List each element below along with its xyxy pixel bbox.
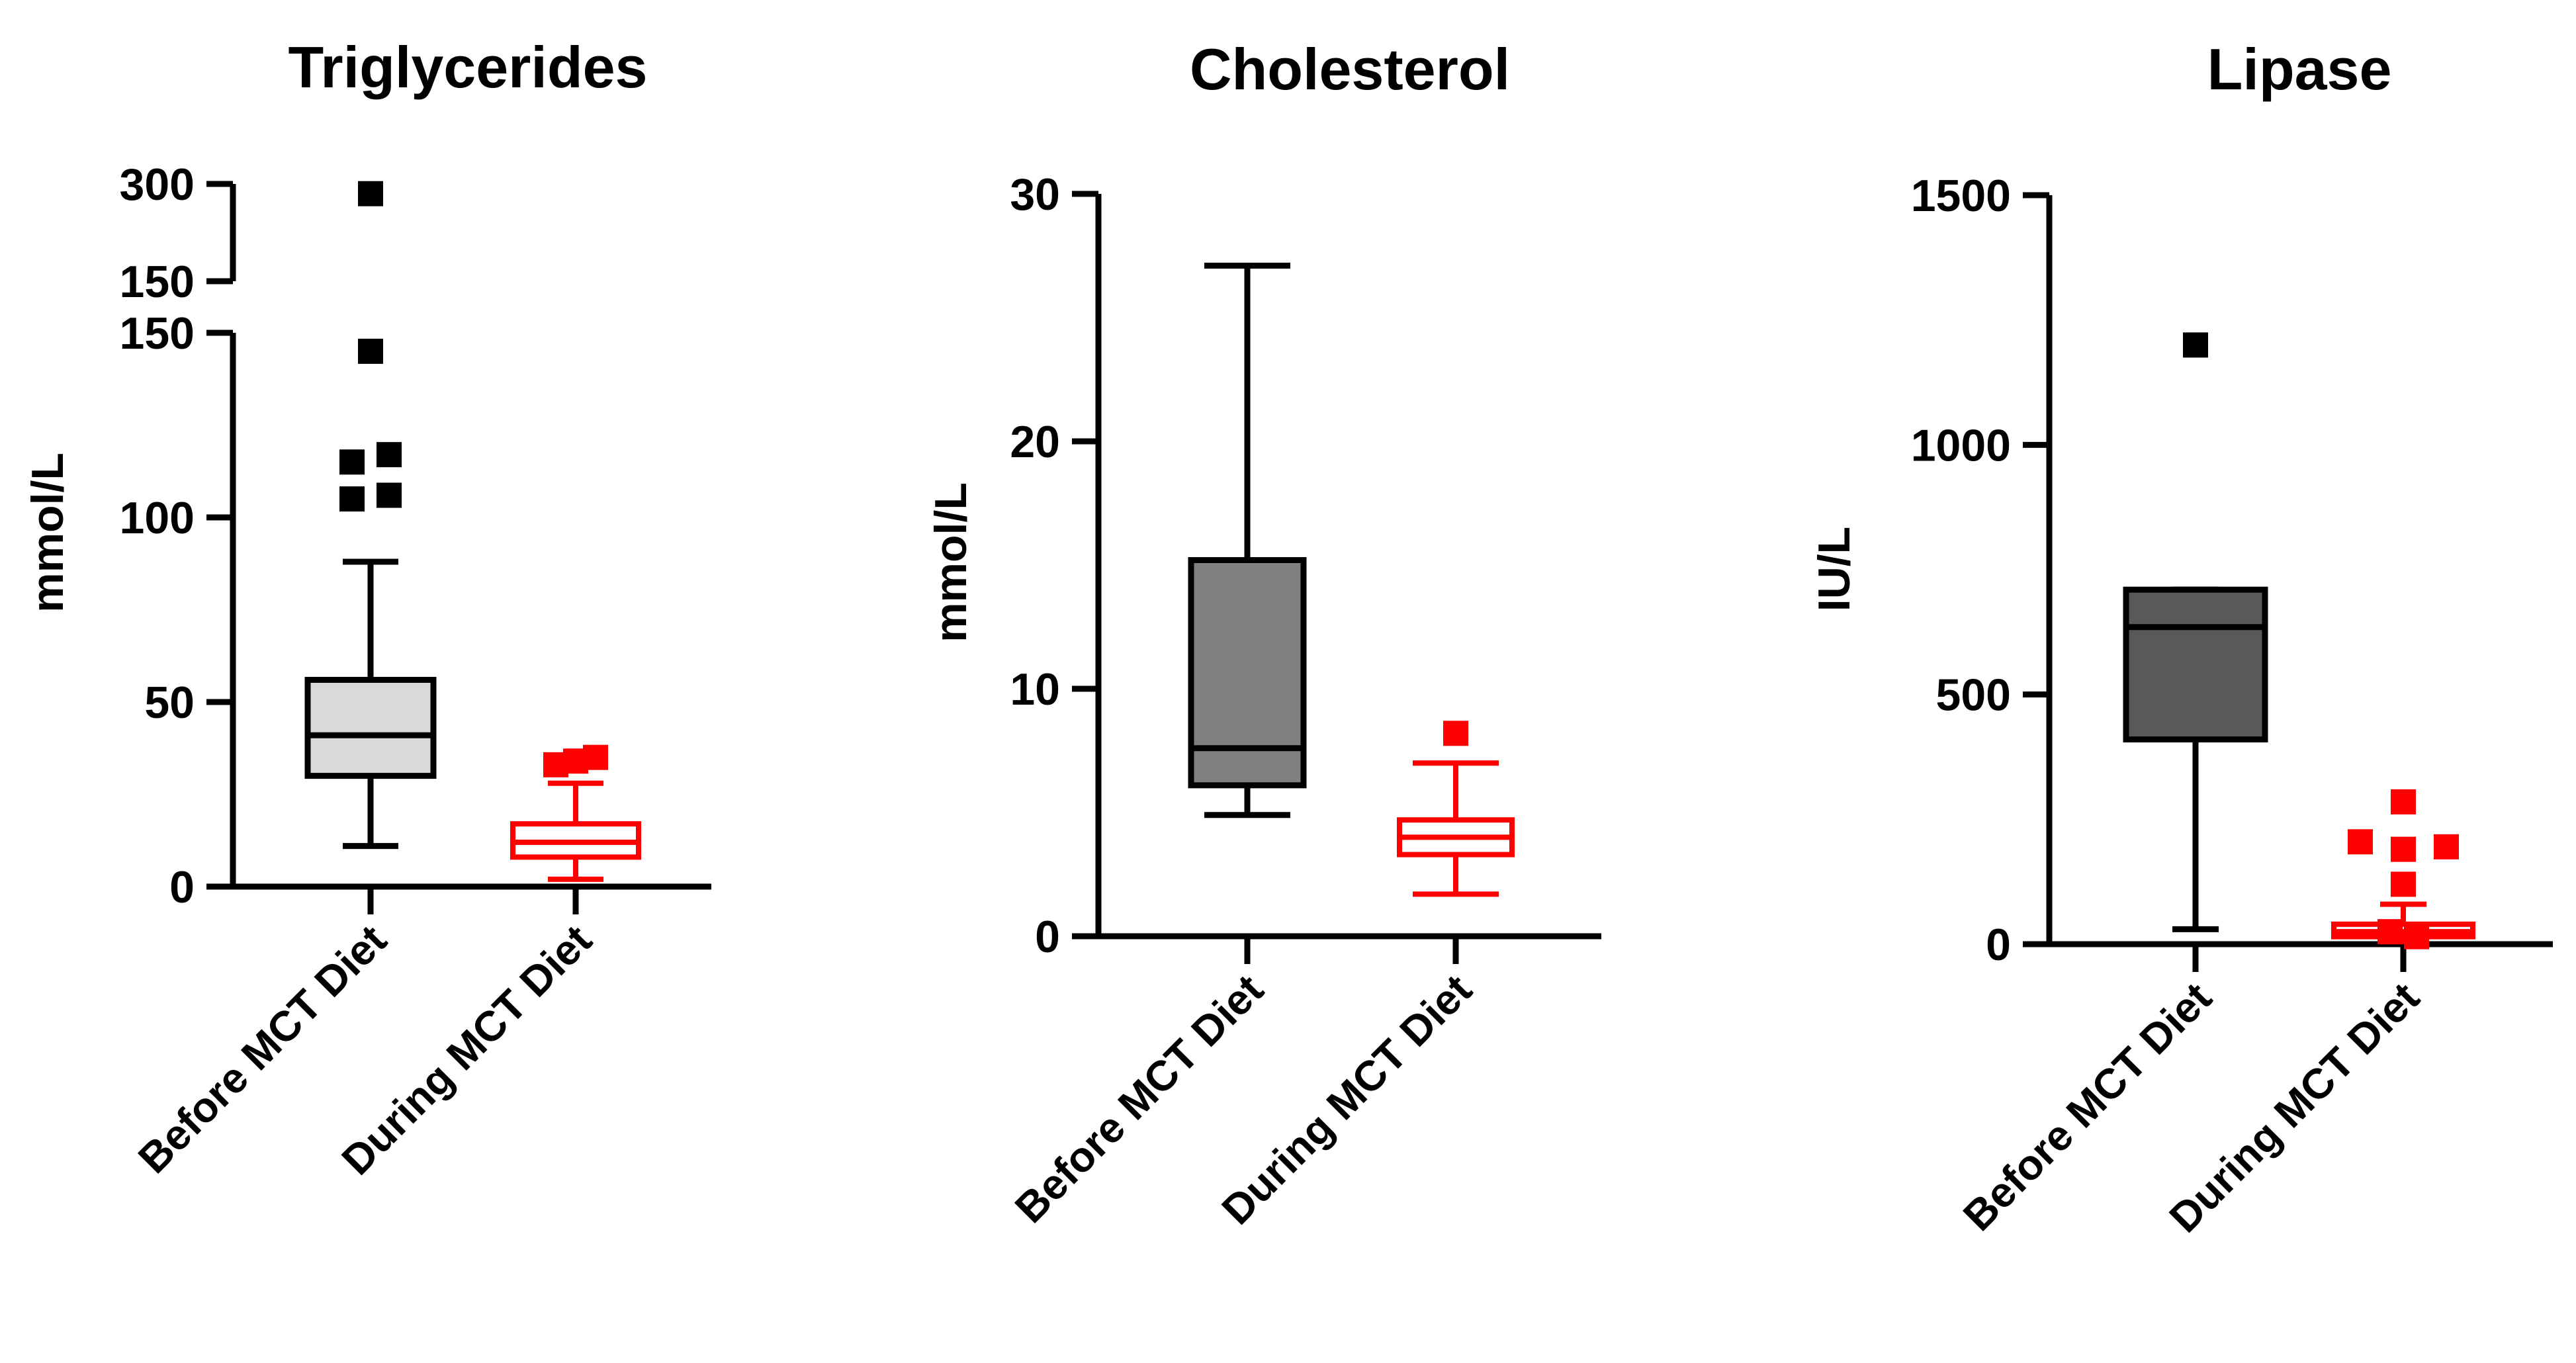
y-tick-label: 150 xyxy=(120,308,195,359)
outlier-point xyxy=(339,449,365,475)
y-tick-label: 500 xyxy=(1936,670,2011,721)
outlier-point xyxy=(2348,829,2373,855)
box-before-mct-diet xyxy=(1188,262,1307,818)
y-axis-label: mmol/L xyxy=(22,453,73,613)
outlier-point xyxy=(2391,871,2416,897)
y-tick-label: 1500 xyxy=(1911,171,2011,221)
outlier-point xyxy=(1443,721,1468,746)
outlier-point xyxy=(2183,332,2208,358)
y-tick-label: 0 xyxy=(1035,912,1060,962)
y-tick-label: 1000 xyxy=(1911,420,2011,470)
y-tick-label: 30 xyxy=(1010,169,1060,220)
box-during-mct-diet xyxy=(2331,789,2475,949)
outlier-point xyxy=(377,482,402,508)
iqr-box xyxy=(304,677,437,779)
iqr-box xyxy=(2123,586,2268,743)
y-tick-label: 0 xyxy=(169,862,195,912)
outlier-point xyxy=(339,486,365,512)
y-tick-label: 0 xyxy=(1986,920,2011,970)
box-during-mct-diet xyxy=(1397,721,1515,897)
chart-title: Cholesterol xyxy=(1190,36,1510,102)
outlier-point xyxy=(2391,789,2416,814)
y-tick-label: 20 xyxy=(1010,417,1060,467)
outlier-point xyxy=(563,748,588,774)
box-before-mct-diet xyxy=(2123,332,2268,932)
outlier-point xyxy=(358,338,383,364)
outlier-point xyxy=(377,442,402,468)
chart-title: Lipase xyxy=(2207,36,2392,102)
outlier-point xyxy=(358,181,383,206)
outlier-point xyxy=(2377,919,2403,945)
y-axis-label: mmol/L xyxy=(926,482,976,642)
chart-title: Triglycerides xyxy=(289,34,648,100)
outlier-point xyxy=(2404,924,2429,949)
iqr-box xyxy=(1188,557,1307,789)
chart-triglycerides: Triglyceridesmmol/L050100150150300Before… xyxy=(22,34,711,1184)
box-before-mct-diet xyxy=(304,181,437,850)
outlier-point xyxy=(2434,834,2459,859)
y-tick-label: 100 xyxy=(120,493,195,543)
y-tick-label: 150 xyxy=(120,257,195,307)
y-tick-label: 10 xyxy=(1010,664,1060,715)
y-axis-label: IU/L xyxy=(1809,527,1859,611)
outlier-point xyxy=(2391,836,2416,862)
box-during-mct-diet xyxy=(510,744,641,882)
y-tick-label: 50 xyxy=(144,678,195,728)
y-tick-label: 300 xyxy=(120,159,195,210)
